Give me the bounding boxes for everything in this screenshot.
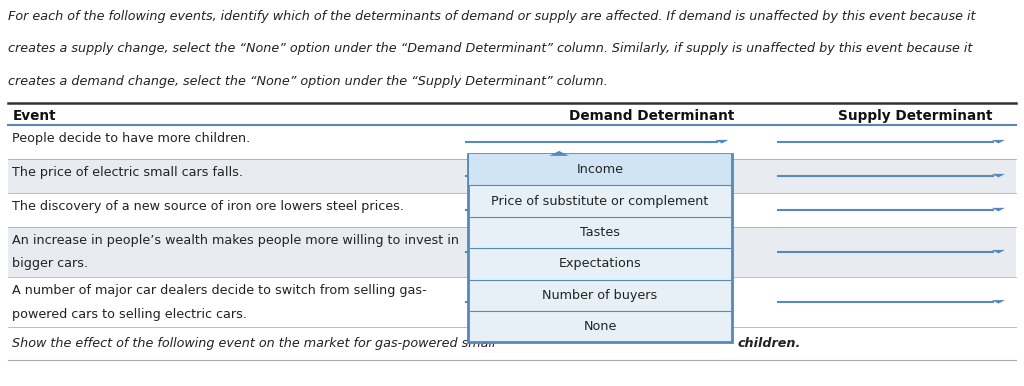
Text: powered cars to selling electric cars.: powered cars to selling electric cars. xyxy=(12,308,247,321)
Polygon shape xyxy=(991,300,1005,304)
Polygon shape xyxy=(715,174,728,178)
Text: Income: Income xyxy=(577,163,624,176)
Polygon shape xyxy=(715,300,728,304)
Text: Show the effect of the following event on the market for gas-powered small: Show the effect of the following event o… xyxy=(12,337,500,350)
Text: A number of major car dealers decide to switch from selling gas-: A number of major car dealers decide to … xyxy=(12,284,427,297)
Text: Price of substitute or complement: Price of substitute or complement xyxy=(492,195,709,208)
Text: Tastes: Tastes xyxy=(580,226,621,239)
Text: Demand Determinant: Demand Determinant xyxy=(569,109,734,123)
Text: Number of buyers: Number of buyers xyxy=(543,289,657,302)
Bar xyxy=(8,227,1016,277)
Text: children.: children. xyxy=(737,337,801,350)
Text: None: None xyxy=(584,320,616,333)
Polygon shape xyxy=(715,250,728,254)
Text: For each of the following events, identify which of the determinants of demand o: For each of the following events, identi… xyxy=(8,10,976,23)
Text: creates a supply change, select the “None” option under the “Demand Determinant”: creates a supply change, select the “Non… xyxy=(8,42,973,56)
Polygon shape xyxy=(991,140,1005,144)
Bar xyxy=(8,159,1016,193)
Polygon shape xyxy=(715,208,728,212)
Text: Supply Determinant: Supply Determinant xyxy=(839,109,992,123)
Polygon shape xyxy=(549,151,569,156)
Text: Expectations: Expectations xyxy=(559,257,641,271)
Text: Event: Event xyxy=(12,109,56,123)
Bar xyxy=(468,154,732,342)
Polygon shape xyxy=(991,174,1005,178)
Text: The discovery of a new source of iron ore lowers steel prices.: The discovery of a new source of iron or… xyxy=(12,200,404,213)
Text: The price of electric small cars falls.: The price of electric small cars falls. xyxy=(12,166,244,179)
Text: bigger cars.: bigger cars. xyxy=(12,257,88,271)
Polygon shape xyxy=(715,140,728,144)
Bar xyxy=(469,154,731,185)
Polygon shape xyxy=(991,208,1005,212)
Text: creates a demand change, select the “None” option under the “Supply Determinant”: creates a demand change, select the “Non… xyxy=(8,75,608,88)
Text: People decide to have more children.: People decide to have more children. xyxy=(12,132,251,145)
Text: An increase in people’s wealth makes people more willing to invest in: An increase in people’s wealth makes peo… xyxy=(12,234,460,247)
Polygon shape xyxy=(991,250,1005,254)
